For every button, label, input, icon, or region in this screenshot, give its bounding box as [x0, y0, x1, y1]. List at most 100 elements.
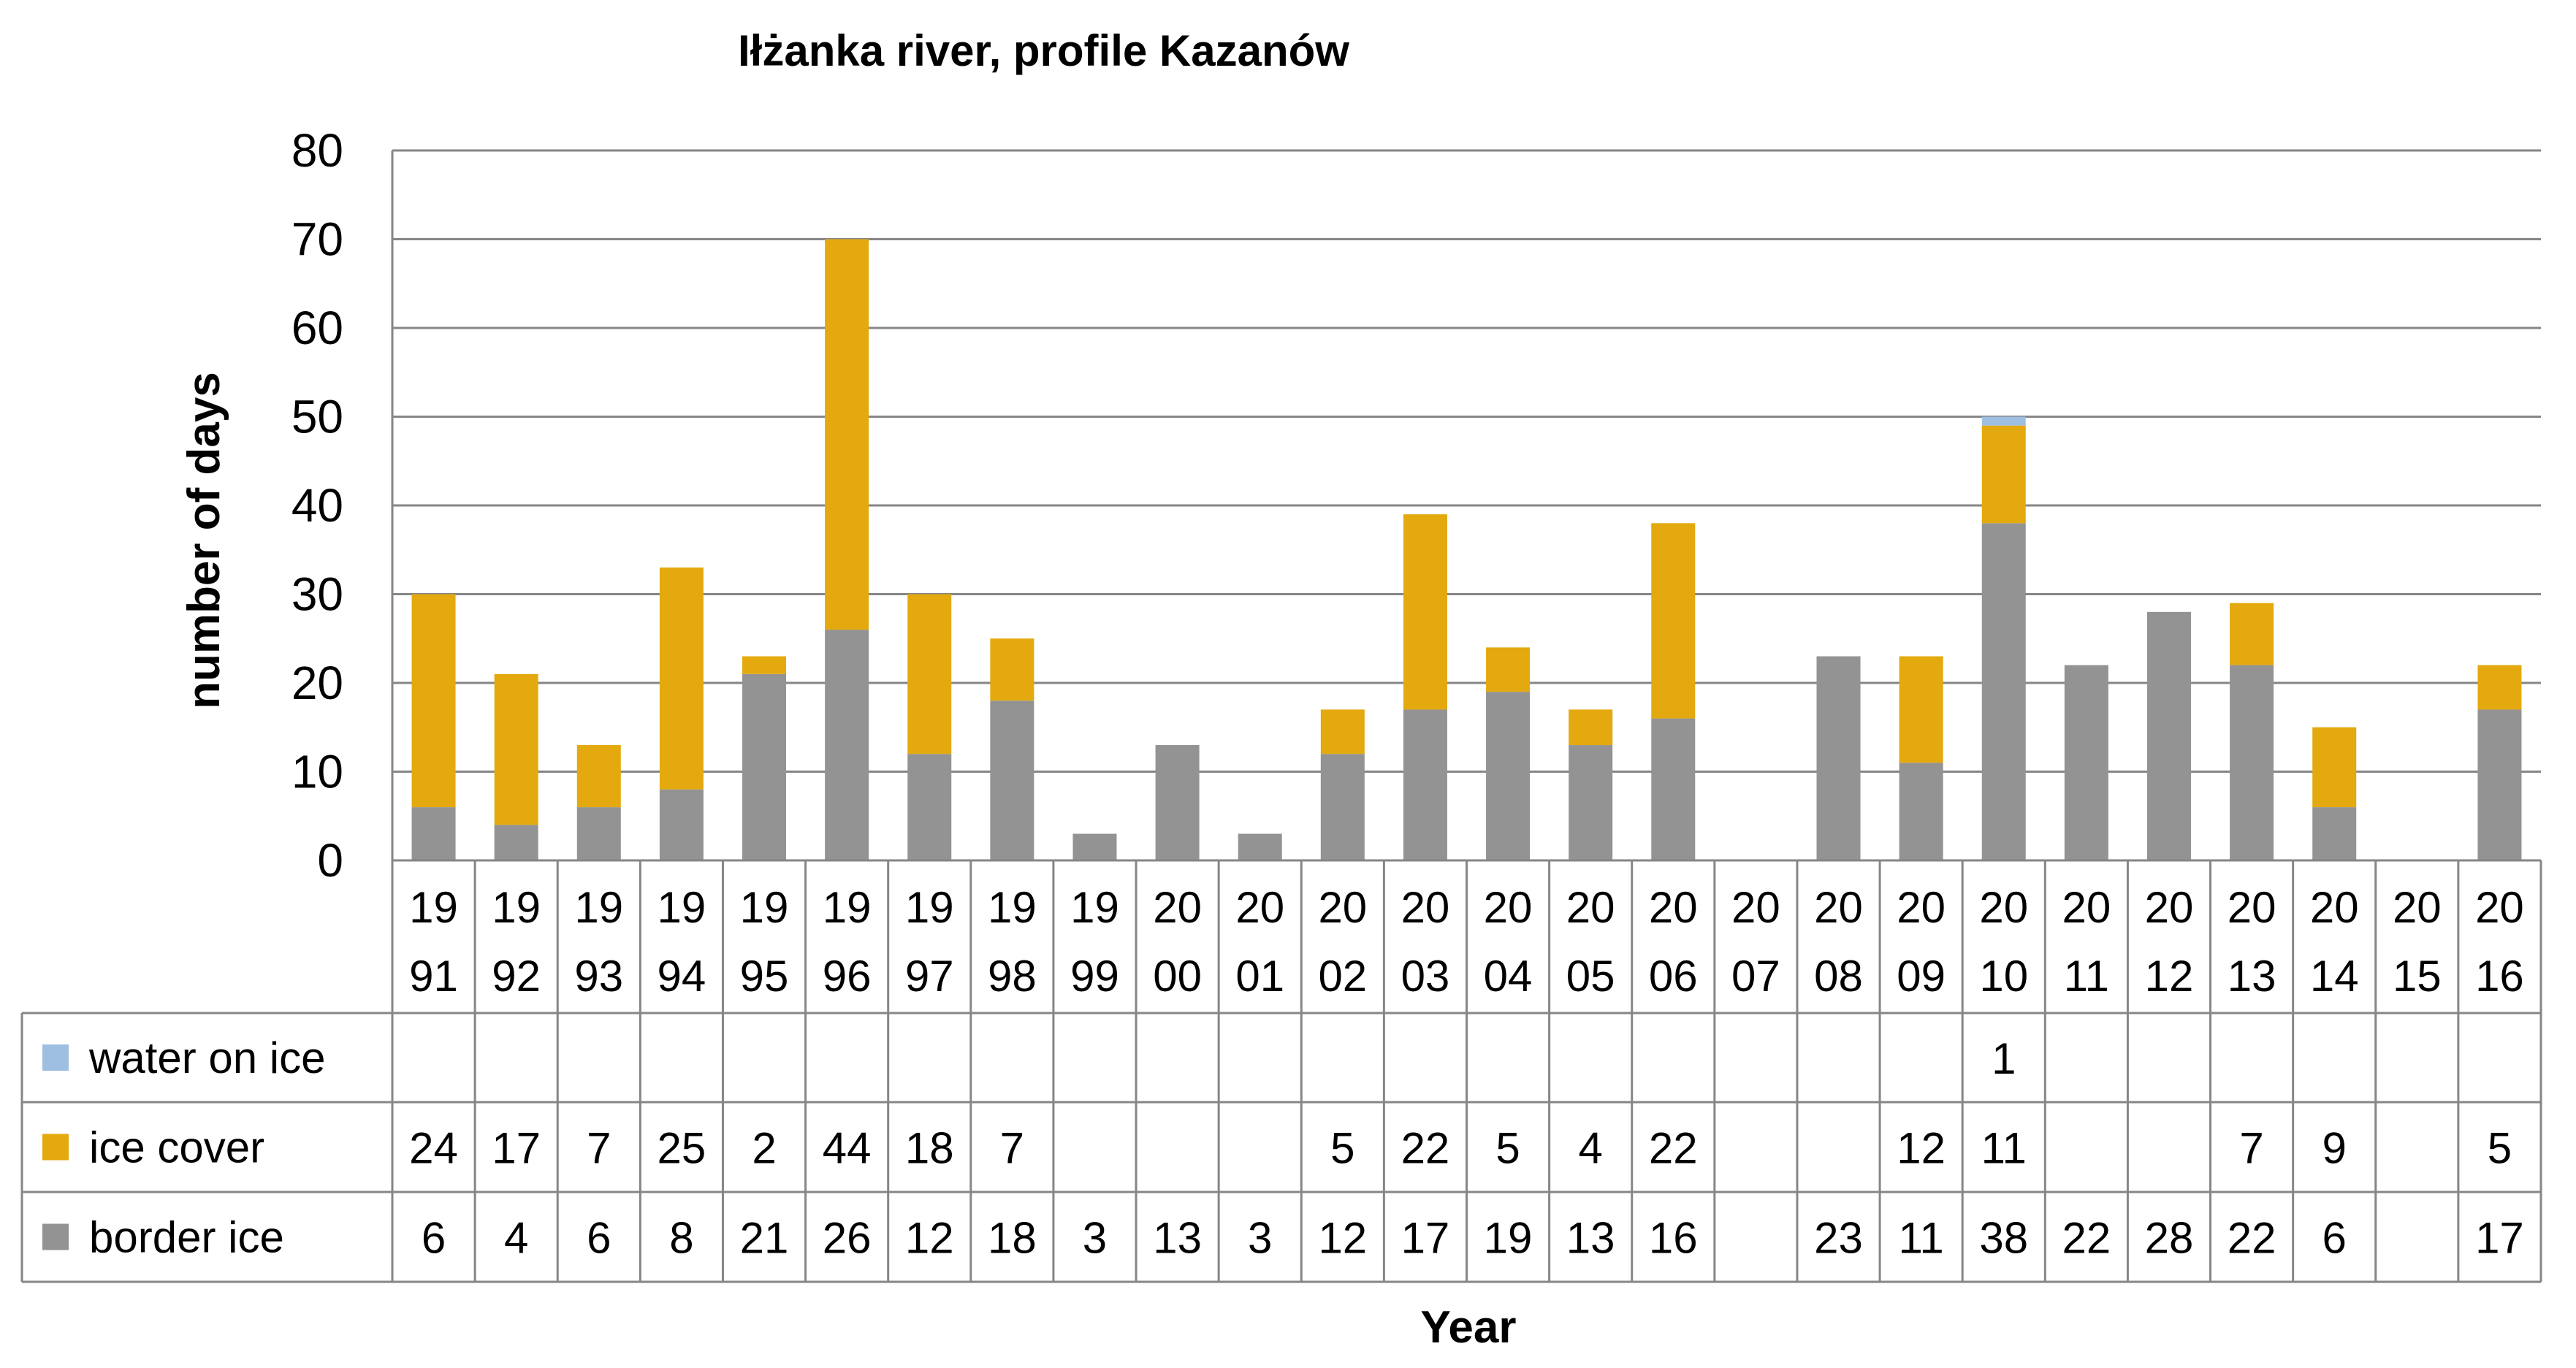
bar-ice-cover-1993 — [576, 745, 621, 808]
data-label: 22 — [1401, 1124, 1450, 1173]
x-tick-label: 91 — [409, 952, 458, 1001]
data-label: 5 — [2488, 1124, 2512, 1173]
x-tick-label: 20 — [1649, 883, 1698, 932]
x-tick-label: 19 — [740, 883, 789, 932]
bar-border-ice-2011 — [2064, 665, 2108, 860]
data-label: 4 — [1578, 1124, 1602, 1173]
bar-border-ice-2010 — [1981, 523, 2026, 860]
x-tick-label: 02 — [1318, 952, 1367, 1001]
bar-ice-cover-2009 — [1899, 656, 1943, 763]
data-label: 17 — [492, 1124, 541, 1173]
x-tick-label: 05 — [1566, 952, 1615, 1001]
x-tick-label: 04 — [1484, 952, 1533, 1001]
bar-water-on-ice-2010 — [1981, 416, 2026, 426]
x-tick-label: 20 — [1235, 883, 1284, 932]
x-tick-label: 20 — [2310, 883, 2359, 932]
bar-ice-cover-1991 — [411, 594, 456, 808]
data-label: 22 — [1649, 1124, 1698, 1173]
legend-label-border-ice: border ice — [89, 1213, 284, 1262]
bar-ice-cover-2014 — [2312, 727, 2357, 808]
data-label: 38 — [1979, 1214, 2028, 1263]
bar-border-ice-1996 — [825, 630, 869, 860]
data-table: 1991199219931994199519961997199819992000… — [20, 859, 2542, 1283]
data-label: 12 — [905, 1214, 954, 1263]
y-tick-label: 80 — [291, 124, 343, 177]
x-tick-label: 15 — [2393, 952, 2442, 1001]
data-label: 13 — [1153, 1214, 1202, 1263]
x-tick-label: 97 — [905, 952, 954, 1001]
gridlines: 0 10 20 30 40 50 60 70 80 — [291, 124, 2541, 887]
x-tick-label: 03 — [1401, 952, 1450, 1001]
data-label: 1 — [1992, 1034, 2016, 1083]
bar-ice-cover-2004 — [1486, 647, 1531, 692]
x-axis-title: Year — [1420, 1302, 1516, 1353]
y-tick-label: 0 — [317, 834, 343, 887]
bar-ice-cover-2010 — [1981, 425, 2026, 524]
bar-ice-cover-2003 — [1403, 514, 1447, 710]
data-label: 28 — [2145, 1214, 2194, 1263]
data-label: 17 — [1401, 1214, 1450, 1263]
legend-swatch-water-on-ice — [42, 1044, 69, 1071]
x-tick-label: 16 — [2475, 952, 2524, 1001]
data-label: 2 — [752, 1124, 776, 1173]
x-tick-label: 13 — [2228, 952, 2276, 1001]
bar-border-ice-2016 — [2477, 709, 2522, 860]
bar-ice-cover-2002 — [1320, 709, 1365, 754]
x-tick-label: 20 — [1566, 883, 1615, 932]
bar-border-ice-2012 — [2146, 611, 2191, 860]
data-label: 18 — [905, 1124, 954, 1173]
data-label: 18 — [988, 1214, 1037, 1263]
bar-ice-cover-2006 — [1651, 523, 1696, 719]
bar-ice-cover-1995 — [742, 656, 787, 674]
x-tick-label: 20 — [2475, 883, 2524, 932]
x-tick-label: 19 — [409, 883, 458, 932]
data-label: 6 — [422, 1214, 446, 1263]
data-label: 9 — [2322, 1124, 2347, 1173]
data-label: 21 — [740, 1214, 789, 1263]
bar-ice-cover-1992 — [494, 673, 538, 825]
x-tick-label: 08 — [1814, 952, 1863, 1001]
legend-label-water-on-ice: water on ice — [88, 1033, 326, 1082]
x-tick-label: 14 — [2310, 952, 2359, 1001]
data-label: 22 — [2228, 1214, 2276, 1263]
data-label: 22 — [2062, 1214, 2111, 1263]
legend-label-ice-cover: ice cover — [89, 1123, 264, 1172]
bar-border-ice-2013 — [2230, 665, 2274, 860]
x-tick-label: 07 — [1731, 952, 1780, 1001]
bar-ice-cover-2005 — [1569, 709, 1613, 746]
data-label: 6 — [587, 1214, 611, 1263]
x-tick-label: 01 — [1235, 952, 1284, 1001]
x-tick-label: 20 — [1484, 883, 1533, 932]
bar-ice-cover-1996 — [825, 239, 869, 630]
x-tick-label: 20 — [1731, 883, 1780, 932]
data-label: 4 — [504, 1214, 528, 1263]
legend-swatch-border-ice — [42, 1223, 69, 1250]
bar-ice-cover-2013 — [2230, 603, 2274, 665]
x-tick-label: 10 — [1979, 952, 2028, 1001]
data-label: 24 — [409, 1124, 458, 1173]
data-label: 44 — [823, 1124, 872, 1173]
x-tick-label: 20 — [1979, 883, 2028, 932]
data-label: 11 — [1981, 1124, 2027, 1173]
x-tick-label: 20 — [1153, 883, 1202, 932]
bar-border-ice-1998 — [990, 700, 1034, 860]
y-tick-label: 70 — [291, 213, 343, 266]
bars — [411, 239, 2522, 860]
bar-border-ice-1993 — [576, 807, 621, 860]
data-label: 5 — [1330, 1124, 1354, 1173]
bar-ice-cover-1994 — [659, 568, 704, 790]
data-label: 5 — [1495, 1124, 1520, 1173]
data-label: 16 — [1649, 1214, 1698, 1263]
x-tick-label: 20 — [2228, 883, 2276, 932]
x-tick-label: 20 — [2393, 883, 2442, 932]
x-tick-label: 95 — [740, 952, 789, 1001]
data-label: 3 — [1248, 1214, 1272, 1263]
data-label: 8 — [669, 1214, 693, 1263]
x-tick-label: 12 — [2145, 952, 2194, 1001]
data-label: 11 — [1898, 1214, 1943, 1263]
data-label: 13 — [1566, 1214, 1615, 1263]
x-tick-label: 19 — [1070, 883, 1119, 932]
bar-border-ice-2003 — [1403, 709, 1447, 860]
data-label: 26 — [823, 1214, 872, 1263]
